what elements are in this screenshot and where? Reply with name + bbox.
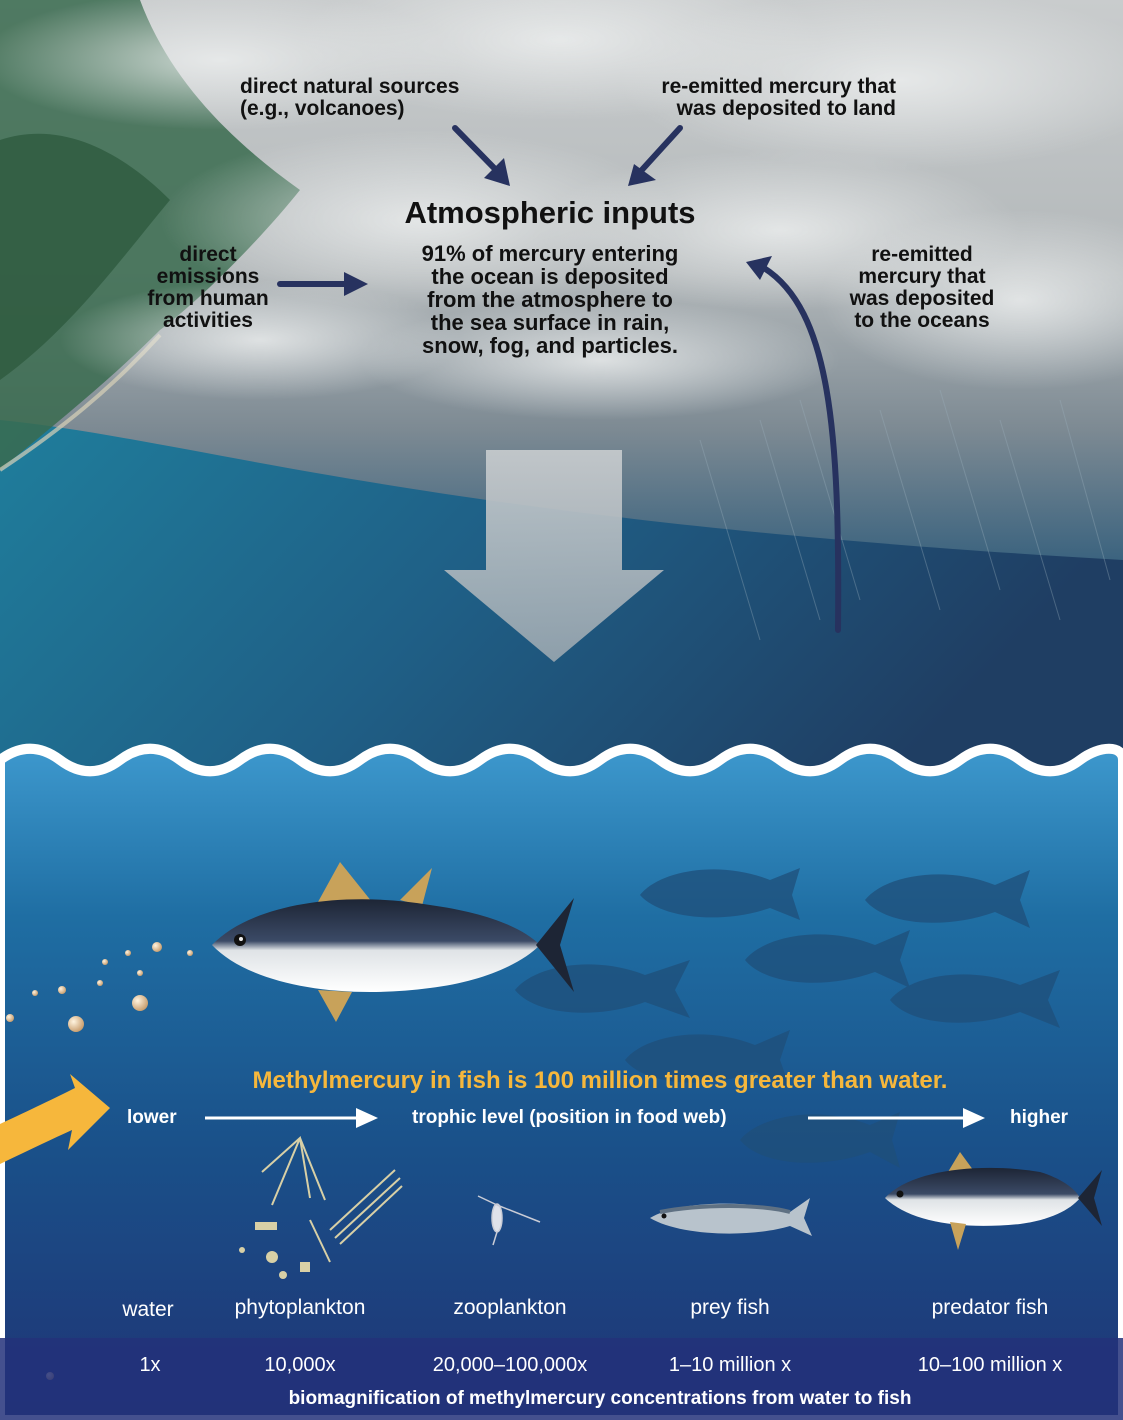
organism-zooplankton-label: zooplankton (453, 1296, 567, 1319)
large-tuna-illustration (212, 862, 574, 1022)
reemitted-land-label: re-emitted mercury that was deposited to… (661, 75, 896, 121)
reemitted-oceans-label: re-emitted mercury that was deposited to… (849, 243, 995, 333)
predator-fish-illustration (885, 1152, 1102, 1250)
deposition-arrow (444, 450, 664, 662)
phytoplankton-cells (239, 1222, 310, 1279)
atmospheric-inputs-description: 91% of mercury entering the ocean is dep… (421, 241, 679, 359)
factor-phytoplankton: 10,000x (264, 1354, 336, 1376)
factor-water: 1x (139, 1354, 161, 1376)
axis-higher-label: higher (1010, 1107, 1069, 1128)
factor-zooplankton: 20,000–100,000x (432, 1354, 588, 1376)
natural-sources-label: direct natural sources (e.g., volcanoes) (240, 75, 460, 121)
zooplankton-illustration (477, 1195, 541, 1246)
phytoplankton-illustration (261, 1136, 403, 1263)
factor-prey-fish: 1–10 million x (668, 1354, 792, 1376)
organism-predator-fish-label: predator fish (931, 1296, 1049, 1319)
biomagnification-footer: biomagnification of methylmercury concen… (288, 1388, 912, 1409)
trophic-axis (205, 1108, 985, 1128)
organism-prey-fish-label: prey fish (690, 1296, 770, 1319)
organism-water-label: water (122, 1298, 174, 1321)
axis-middle-label: trophic level (position in food web) (412, 1107, 727, 1128)
headline: Methylmercury in fish is 100 million tim… (252, 1067, 948, 1094)
atmospheric-inputs-title: Atmospheric inputs (404, 195, 696, 230)
fish-school (515, 868, 1060, 1168)
entry-arrow (0, 1074, 110, 1164)
biomagnification-band (0, 1338, 1123, 1420)
axis-lower-label: lower (127, 1107, 177, 1128)
flow-arrows (277, 125, 842, 633)
organism-phytoplankton-label: phytoplankton (234, 1296, 366, 1319)
human-emissions-label: direct emissions from human activities (147, 243, 269, 333)
mercury-particles (6, 942, 193, 1380)
prey-fish-illustration (650, 1198, 812, 1236)
factor-predator-fish: 10–100 million x (917, 1354, 1063, 1376)
